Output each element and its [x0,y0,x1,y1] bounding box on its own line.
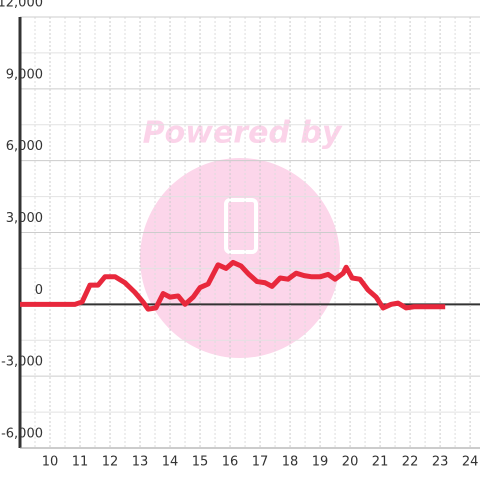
y-tick-label: 6,000 [6,139,43,154]
x-tick-label: 17 [252,455,269,470]
x-tick-label: 14 [162,455,179,470]
x-tick-label: 11 [72,455,89,470]
y-tick-label: 9,000 [6,67,43,82]
watermark-logo [140,158,340,358]
watermark-text: Powered by [143,116,343,151]
x-tick-label: 20 [342,455,359,470]
x-tick-label: 16 [222,455,239,470]
x-tick-label: 24 [462,455,479,470]
x-tick-label: 23 [432,455,449,470]
y-tick-label: 12,000 [0,0,43,11]
y-tick-label: 3,000 [6,211,43,226]
x-tick-label: 21 [372,455,389,470]
x-tick-label: 10 [42,455,59,470]
watermark-icon [224,198,258,254]
x-tick-label: 13 [132,455,149,470]
x-tick-label: 12 [102,455,119,470]
data-line [20,259,446,312]
x-tick-label: 19 [312,455,329,470]
y-tick-label: 0 [35,283,43,298]
x-tick-label: 22 [402,455,419,470]
x-tick-label: 15 [192,455,209,470]
y-tick-label: -6,000 [1,427,43,442]
x-tick-label: 18 [282,455,299,470]
y-tick-label: -3,000 [1,355,43,370]
